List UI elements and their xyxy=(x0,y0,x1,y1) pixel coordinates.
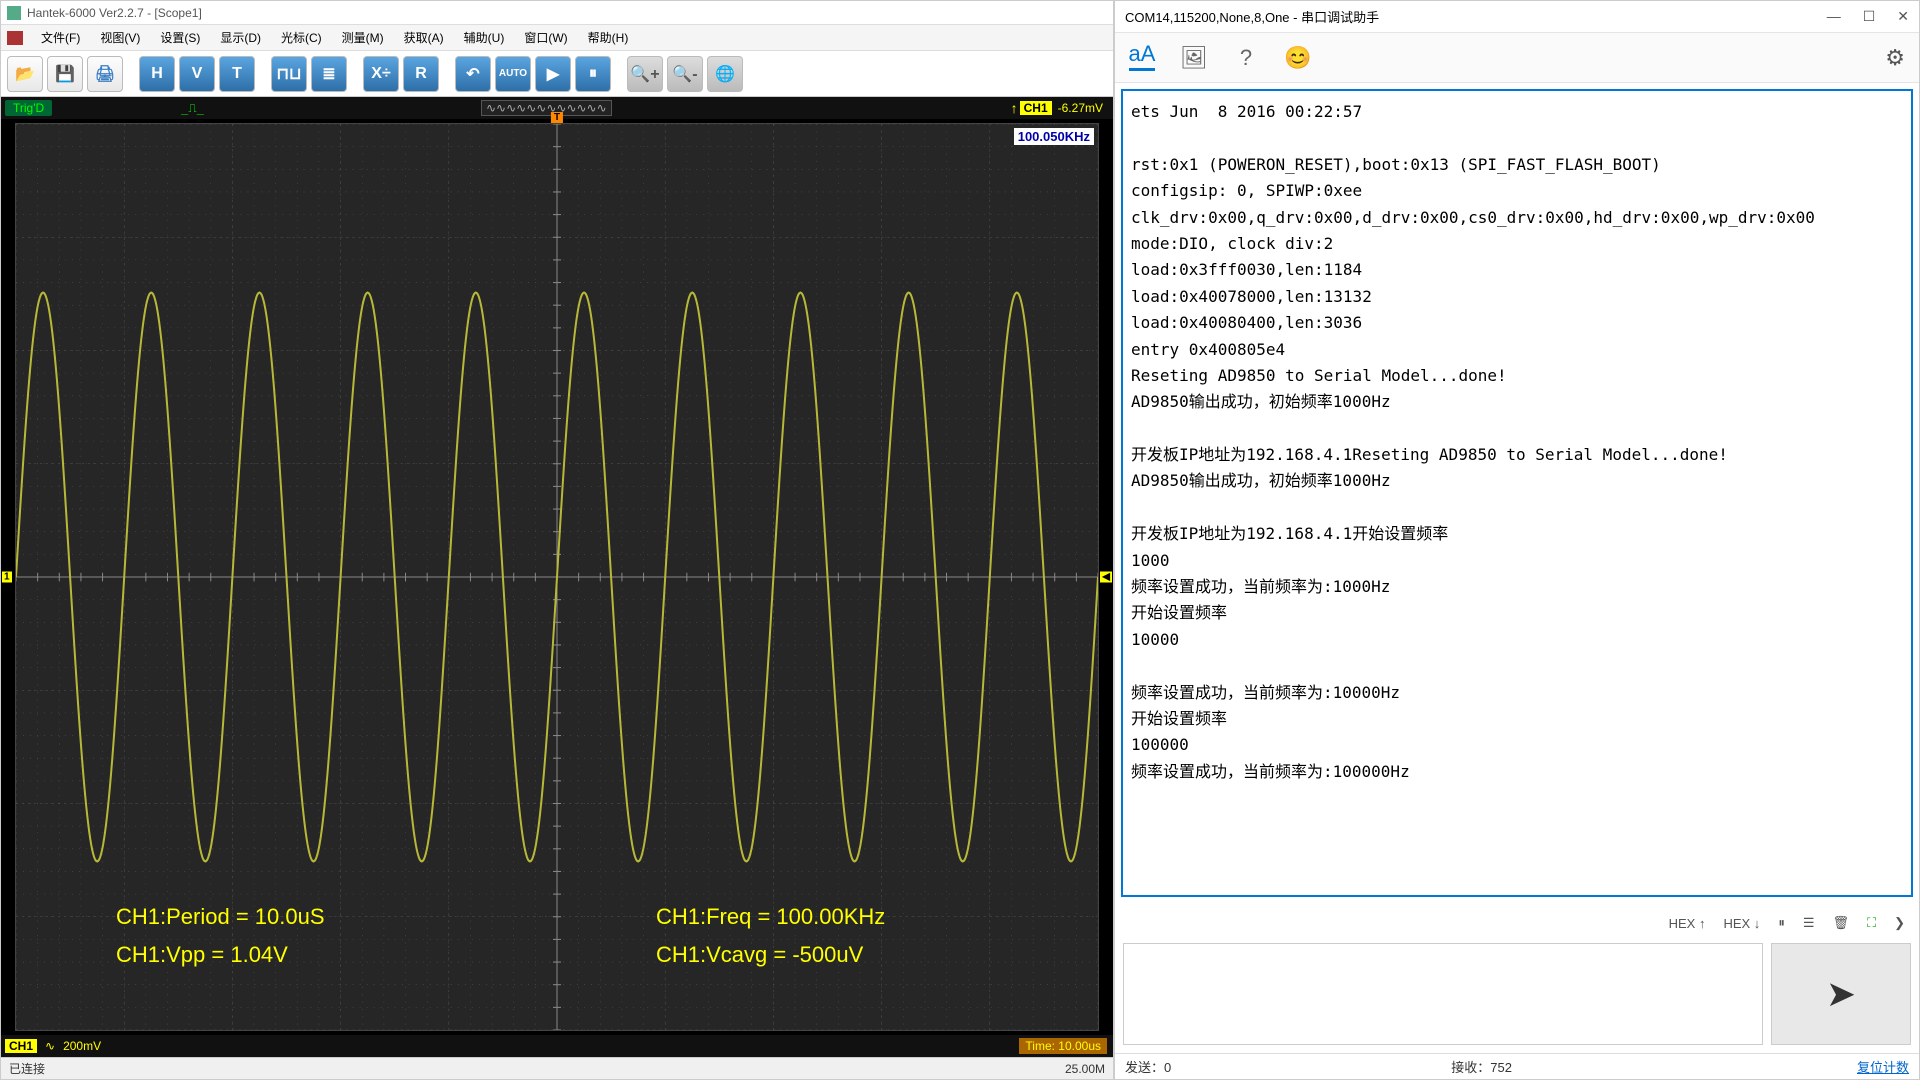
ch1-info: CH1 xyxy=(5,1039,37,1053)
menu-file[interactable]: 文件(F) xyxy=(31,29,90,46)
scope-title-bar: Hantek-6000 Ver2.2.7 - [Scope1] xyxy=(1,1,1113,25)
emoji-icon[interactable]: 😊 xyxy=(1285,45,1311,71)
serial-window: COM14,115200,None,8,One - 串口调试助手 — ☐ ✕ a… xyxy=(1114,0,1920,1080)
scope-app-icon xyxy=(7,6,21,20)
image-mode-icon[interactable]: 🖼 xyxy=(1181,45,1207,71)
scope-title: Hantek-6000 Ver2.2.7 - [Scope1] xyxy=(27,6,202,20)
trigger-marker: T xyxy=(551,112,563,123)
scope-toolbar: 📂 💾 🖨 H V T ⊓⊔ ≣ X÷ R ↶ AUTO ▶ ⏸ 🔍+ 🔍- 🌐 xyxy=(1,51,1113,97)
maximize-button[interactable]: ☐ xyxy=(1863,8,1876,25)
menu-cursor[interactable]: 光标(C) xyxy=(271,29,332,46)
menu-settings[interactable]: 设置(S) xyxy=(150,29,210,46)
frequency-badge: 100.050KHz xyxy=(1014,128,1094,145)
trigger-status: Trig'D xyxy=(5,100,52,116)
ch1-trigger-badge: ↑ CH1 -6.27mV xyxy=(1011,100,1107,116)
zoom-in-button[interactable]: 🔍+ xyxy=(627,56,663,92)
hex-up[interactable]: HEX ↑ xyxy=(1669,916,1706,931)
text-mode-icon[interactable]: aA xyxy=(1129,45,1155,71)
zoom-out-button[interactable]: 🔍- xyxy=(667,56,703,92)
connection-status: 已连接 xyxy=(9,1060,45,1077)
scope-bottom-strip: CH1 ∿ 200mV Time: 10.00us xyxy=(1,1035,1113,1057)
h-button[interactable]: H xyxy=(139,56,175,92)
settings-icon[interactable]: ⚙ xyxy=(1885,45,1905,71)
xr-button[interactable]: X÷ xyxy=(363,56,399,92)
serial-status-bar: 发送：0 接收：752 复位计数 xyxy=(1115,1053,1919,1079)
run-button[interactable]: ▶ xyxy=(535,56,571,92)
serial-log[interactable]: ets Jun 8 2016 00:22:57 rst:0x1 (POWERON… xyxy=(1121,89,1913,897)
sample-rate: 25.00M xyxy=(1065,1062,1105,1076)
oscilloscope-window: Hantek-6000 Ver2.2.7 - [Scope1] 文件(F) 视图… xyxy=(0,0,1114,1080)
meas-vpp: CH1:Vpp = 1.04V xyxy=(116,942,288,968)
ch1-marker-left: 1 xyxy=(2,572,12,583)
pause-log-icon[interactable]: ⏸ xyxy=(1778,915,1785,931)
scope-display-area: Trig'D _⎍_ ∿∿∿∿∿∿∿∿∿∿∿∿ ↑ CH1 -6.27mV T … xyxy=(1,97,1113,1057)
trigger-edge-icon: ↑ xyxy=(1011,100,1018,116)
menu-display[interactable]: 显示(D) xyxy=(210,29,271,46)
serial-title-bar: COM14,115200,None,8,One - 串口调试助手 — ☐ ✕ xyxy=(1115,1,1919,33)
menu-help[interactable]: 帮助(H) xyxy=(578,29,639,46)
list-icon[interactable]: ☰ xyxy=(1803,915,1815,931)
close-button[interactable]: ✕ xyxy=(1897,8,1909,25)
waveform-svg xyxy=(16,124,1098,1030)
menu-view[interactable]: 视图(V) xyxy=(90,29,150,46)
wave-indicator: ∿∿∿∿∿∿∿∿∿∿∿∿ xyxy=(481,100,612,116)
print-button[interactable]: 🖨 xyxy=(87,56,123,92)
menu-acquire[interactable]: 获取(A) xyxy=(394,29,454,46)
send-button[interactable]: ➤ xyxy=(1771,943,1911,1045)
open-button[interactable]: 📂 xyxy=(7,56,43,92)
send-input[interactable] xyxy=(1123,943,1763,1045)
pulse-button[interactable]: ⊓⊔ xyxy=(271,56,307,92)
hex-down[interactable]: HEX ↓ xyxy=(1723,916,1760,931)
save-button[interactable]: 💾 xyxy=(47,56,83,92)
minimize-button[interactable]: — xyxy=(1827,8,1841,25)
ch1-label: CH1 xyxy=(1020,101,1052,115)
meas-period: CH1:Period = 10.0uS xyxy=(116,904,325,930)
pause-button[interactable]: ⏸ xyxy=(575,56,611,92)
ch1-scale: 200mV xyxy=(63,1039,101,1053)
pulse-indicator: _⎍_ xyxy=(181,101,204,116)
v-button[interactable]: V xyxy=(179,56,215,92)
tx-count: 发送：0 xyxy=(1125,1057,1171,1076)
timebase-badge: Time: 10.00us xyxy=(1019,1038,1107,1054)
serial-controls: HEX ↑ HEX ↓ ⏸ ☰ 🗑 ⛶ ❯ xyxy=(1115,903,1919,943)
serial-send-area: ➤ xyxy=(1115,943,1919,1053)
meas-vcavg: CH1:Vcavg = -500uV xyxy=(656,942,863,968)
scope-status-bar: 已连接 25.00M xyxy=(1,1057,1113,1079)
auto-button[interactable]: AUTO xyxy=(495,56,531,92)
arrow-right-icon[interactable]: ❯ xyxy=(1894,915,1905,931)
ch1-marker-right: ◀ xyxy=(1100,572,1112,583)
t-button[interactable]: T xyxy=(219,56,255,92)
expand-icon[interactable]: ⛶ xyxy=(1867,915,1876,931)
scope-menu-bar: 文件(F) 视图(V) 设置(S) 显示(D) 光标(C) 测量(M) 获取(A… xyxy=(1,25,1113,51)
rx-count: 接收：752 xyxy=(1451,1057,1512,1076)
ch1-coupling: ∿ xyxy=(45,1039,55,1053)
serial-title: COM14,115200,None,8,One - 串口调试助手 xyxy=(1125,7,1379,26)
serial-toolbar: aA 🖼 ? 😊 ⚙ xyxy=(1115,33,1919,83)
scope-menu-icon xyxy=(7,31,23,45)
reset-counter[interactable]: 复位计数 xyxy=(1857,1057,1909,1076)
back-button[interactable]: ↶ xyxy=(455,56,491,92)
list-button[interactable]: ≣ xyxy=(311,56,347,92)
help-icon[interactable]: ? xyxy=(1233,45,1259,71)
r-button[interactable]: R xyxy=(403,56,439,92)
menu-utility[interactable]: 辅助(U) xyxy=(454,29,515,46)
trash-icon[interactable]: 🗑 xyxy=(1832,915,1849,931)
menu-measure[interactable]: 测量(M) xyxy=(332,29,394,46)
globe-button[interactable]: 🌐 xyxy=(707,56,743,92)
menu-window[interactable]: 窗口(W) xyxy=(514,29,577,46)
meas-freq: CH1:Freq = 100.00KHz xyxy=(656,904,885,930)
ch1-offset: -6.27mV xyxy=(1054,101,1107,115)
scope-canvas[interactable]: T 1 ◀ 100.050KHz CH1:Period = 10.0uS CH1… xyxy=(15,123,1099,1031)
